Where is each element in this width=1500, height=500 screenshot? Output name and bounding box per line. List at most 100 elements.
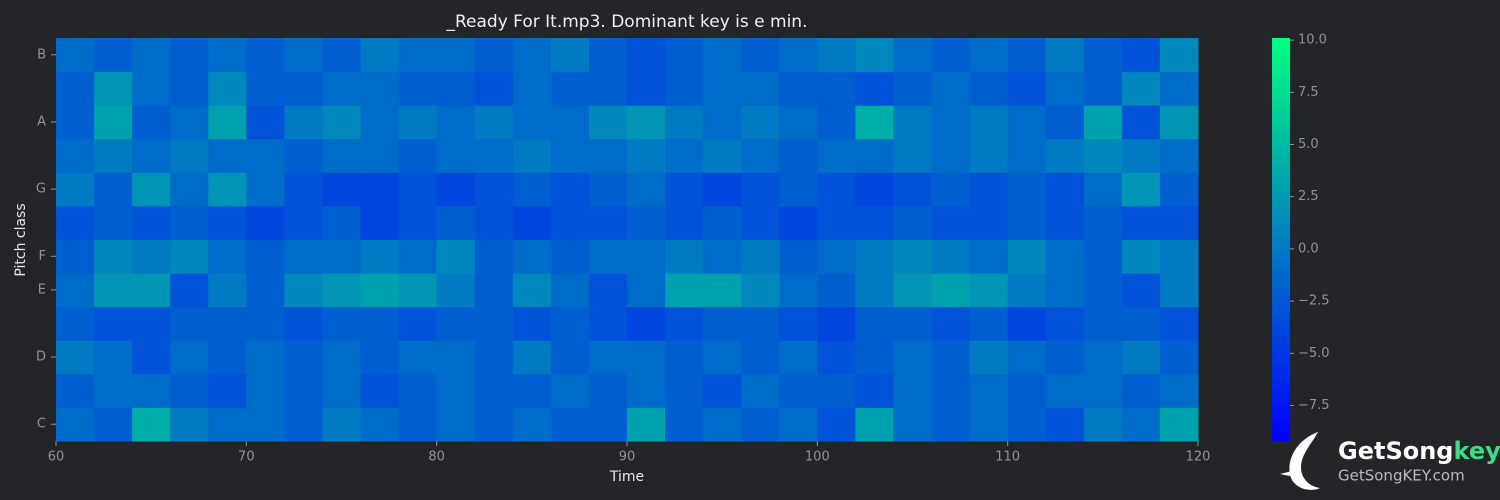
- heatmap-cell: [436, 71, 476, 106]
- heatmap-cell: [170, 239, 209, 274]
- heatmap-cell: [969, 138, 1009, 173]
- heatmap-cell: [436, 239, 476, 274]
- heatmap-cell: [284, 373, 323, 408]
- heatmap-cell: [665, 239, 704, 274]
- heatmap-cell: [855, 273, 894, 308]
- heatmap-cell: [246, 38, 285, 73]
- heatmap-cell: [893, 273, 933, 308]
- heatmap-cell: [1007, 105, 1047, 140]
- heatmap-cell: [284, 138, 323, 173]
- heatmap-cell: [665, 205, 704, 240]
- heatmap-cell: [588, 373, 628, 408]
- colorbar-tick-label: 7.5: [1298, 85, 1319, 100]
- heatmap-cell: [855, 172, 894, 207]
- heatmap-cell: [284, 71, 323, 106]
- heatmap-cell: [94, 172, 133, 207]
- heatmap-cell: [1121, 71, 1161, 106]
- heatmap-cell: [703, 172, 742, 207]
- heatmap-cell: [665, 273, 704, 308]
- heatmap-cell: [627, 71, 666, 106]
- heatmap-cell: [665, 71, 704, 106]
- heatmap-cell: [398, 340, 438, 375]
- logo-accent: key: [1454, 437, 1500, 465]
- heatmap-cell: [1083, 172, 1123, 207]
- heatmap-cell: [817, 239, 856, 274]
- heatmap-cell: [284, 273, 323, 308]
- heatmap-cell: [322, 306, 362, 341]
- y-tick-label: E: [38, 282, 46, 297]
- heatmap-cell: [398, 205, 438, 240]
- heatmap-cell: [360, 71, 400, 106]
- heatmap-cell: [56, 340, 95, 375]
- heatmap-cell: [360, 172, 400, 207]
- heatmap-cell: [474, 138, 514, 173]
- heatmap-cell: [665, 38, 704, 73]
- heatmap-cell: [931, 38, 971, 73]
- heatmap-cell: [779, 239, 818, 274]
- heatmap-cell: [94, 205, 133, 240]
- heatmap-cell: [512, 373, 552, 408]
- heatmap-cell: [1121, 138, 1161, 173]
- colorbar-tick-label: 5.0: [1298, 137, 1319, 152]
- logo-icon: [1280, 470, 1300, 478]
- heatmap-cell: [398, 105, 438, 140]
- heatmap-cell: [931, 172, 971, 207]
- x-tick-label: 110: [995, 450, 1020, 465]
- heatmap-cell: [56, 239, 95, 274]
- heatmap-cell: [817, 105, 856, 140]
- chart-title: _Ready For It.mp3. Dominant key is e min…: [446, 12, 808, 32]
- heatmap-cell: [512, 71, 552, 106]
- heatmap-cell: [208, 71, 247, 106]
- heatmap-cell: [1007, 38, 1047, 73]
- colorbar: −7.5 −5.0 −2.5 0.0 2.5 5.0 7.5 10.0: [1272, 33, 1330, 441]
- heatmap-cell: [893, 105, 933, 140]
- heatmap-cell: [550, 205, 590, 240]
- heatmap-cell: [436, 172, 476, 207]
- heatmap-cell: [1159, 239, 1199, 274]
- heatmap-cell: [779, 373, 818, 408]
- heatmap-cell: [322, 239, 362, 274]
- heatmap-cell: [588, 306, 628, 341]
- heatmap-cell: [1083, 407, 1123, 442]
- heatmap-cell: [474, 373, 514, 408]
- heatmap-cell: [1159, 105, 1199, 140]
- heatmap-cell: [398, 172, 438, 207]
- heatmap-cell: [893, 38, 933, 73]
- heatmap-cell: [1121, 172, 1161, 207]
- heatmap-cell: [360, 38, 400, 73]
- heatmap-cell: [208, 407, 247, 442]
- heatmap-cell: [855, 407, 894, 442]
- heatmap-cell: [779, 407, 818, 442]
- heatmap-cell: [246, 407, 285, 442]
- heatmap-cell: [94, 138, 133, 173]
- heatmap-cell: [322, 340, 362, 375]
- heatmap-cell: [56, 138, 95, 173]
- heatmap-cell: [208, 38, 247, 73]
- heatmap-cell: [550, 239, 590, 274]
- heatmap-cell: [1083, 38, 1123, 73]
- heatmap-cell: [1007, 172, 1047, 207]
- heatmap-cell: [474, 38, 514, 73]
- heatmap-cell: [550, 172, 590, 207]
- heatmap-cell: [931, 205, 971, 240]
- x-tick-label: 120: [1186, 450, 1211, 465]
- heatmap-cell: [474, 205, 514, 240]
- heatmap-cell: [284, 38, 323, 73]
- heatmap-cell: [284, 205, 323, 240]
- heatmap-cell: [703, 205, 742, 240]
- heatmap-cell: [855, 138, 894, 173]
- heatmap-cell: [512, 138, 552, 173]
- heatmap-cell: [855, 71, 894, 106]
- heatmap-cell: [893, 172, 933, 207]
- heatmap-cell: [208, 306, 247, 341]
- heatmap-cell: [474, 340, 514, 375]
- heatmap-cell: [284, 239, 323, 274]
- heatmap-cell: [817, 373, 856, 408]
- heatmap-cell: [170, 172, 209, 207]
- heatmap-cell: [588, 340, 628, 375]
- heatmap-cell: [208, 138, 247, 173]
- heatmap-cell: [931, 407, 971, 442]
- heatmap-cell: [474, 105, 514, 140]
- heatmap-cell: [741, 205, 780, 240]
- heatmap-cell: [132, 205, 171, 240]
